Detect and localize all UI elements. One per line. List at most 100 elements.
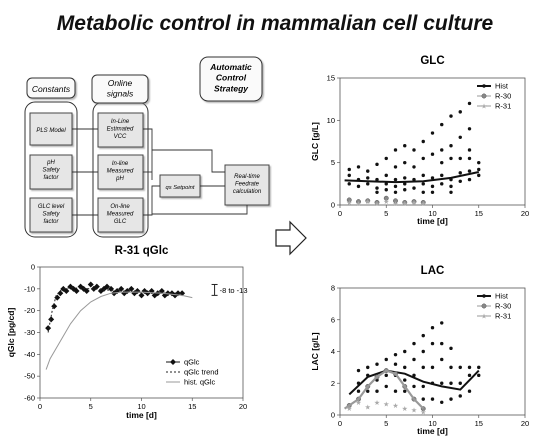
data-point bbox=[412, 186, 416, 190]
data-point bbox=[440, 400, 444, 404]
data-point bbox=[440, 182, 444, 186]
data-point bbox=[356, 165, 361, 169]
legend-marker bbox=[481, 93, 487, 99]
range-annotation: -8 to -13 bbox=[220, 286, 248, 295]
y-axis-label: qGlc [pg/cd] bbox=[6, 308, 16, 358]
transition-arrow-icon bbox=[275, 220, 307, 256]
data-point bbox=[384, 373, 388, 378]
y-tick-label: 0 bbox=[331, 201, 335, 210]
data-point bbox=[384, 357, 388, 362]
data-point bbox=[421, 156, 425, 161]
data-point bbox=[421, 182, 425, 186]
data-point bbox=[403, 389, 407, 393]
data-point bbox=[384, 156, 388, 161]
glc-safety-label: GLC level Safety factor bbox=[38, 204, 65, 225]
data-point bbox=[467, 127, 472, 131]
data-point bbox=[430, 341, 435, 346]
data-point bbox=[430, 325, 435, 330]
legend-label: Hist bbox=[495, 292, 509, 301]
chart-qglc: R-31 qGlc 0 5 10 15 20 0 -10 -20 -30 -40 -50 -60 time… bbox=[6, 245, 248, 420]
y-tick-label: -10 bbox=[24, 284, 35, 293]
data-point: ★ bbox=[346, 199, 352, 207]
feedrate-label: Real-time Feedrate calculation bbox=[233, 174, 262, 195]
data-point: ★ bbox=[374, 200, 380, 208]
y-tick-label: 10 bbox=[327, 116, 335, 125]
vcc-box bbox=[97, 112, 144, 148]
data-point bbox=[420, 200, 426, 205]
data-point bbox=[63, 288, 70, 295]
data-point bbox=[421, 190, 425, 194]
data-point bbox=[467, 365, 472, 370]
x-tick-label: 20 bbox=[521, 209, 529, 218]
data-point bbox=[449, 114, 453, 118]
data-point bbox=[383, 195, 389, 201]
legend-label: qGlc bbox=[184, 358, 200, 367]
data-point bbox=[421, 397, 425, 401]
data-point bbox=[477, 160, 481, 165]
chart-title: GLC bbox=[420, 55, 444, 67]
data-point bbox=[467, 169, 472, 173]
data-point bbox=[449, 184, 453, 189]
data-point bbox=[458, 365, 462, 370]
data-point: ★ bbox=[402, 405, 408, 413]
data-point bbox=[374, 200, 380, 205]
data-point bbox=[449, 397, 453, 401]
x-axis-label: time [d] bbox=[417, 216, 448, 226]
page-title: Metabolic control in mammalian cell cult… bbox=[56, 12, 494, 35]
data-point bbox=[440, 321, 444, 325]
y-tick-label: 2 bbox=[331, 379, 335, 388]
series-line bbox=[344, 171, 480, 184]
data-point bbox=[458, 110, 462, 114]
data-point bbox=[477, 373, 481, 378]
data-point bbox=[458, 135, 462, 139]
data-point bbox=[403, 160, 407, 165]
data-point bbox=[430, 176, 435, 180]
data-point bbox=[421, 384, 425, 389]
strategy-header-box bbox=[199, 56, 263, 102]
data-point bbox=[48, 316, 55, 323]
data-point bbox=[375, 162, 379, 167]
series-line bbox=[348, 369, 480, 396]
x-axis-label: time [d] bbox=[126, 410, 157, 420]
data-point bbox=[402, 200, 408, 205]
y-tick-label: 6 bbox=[331, 315, 335, 324]
data-point bbox=[393, 148, 398, 152]
data-point bbox=[440, 357, 444, 362]
data-point bbox=[403, 349, 407, 354]
y-tick-label: -40 bbox=[24, 350, 35, 359]
ph-label: In-line Measured pH bbox=[107, 161, 134, 182]
data-point bbox=[347, 182, 351, 186]
x-tick-label: 0 bbox=[338, 419, 342, 428]
legend-label: R-30 bbox=[495, 92, 511, 101]
glc-label: On-line Measured GLC bbox=[107, 204, 134, 225]
data-point: ★ bbox=[411, 407, 417, 415]
data-point bbox=[412, 341, 416, 346]
data-point bbox=[384, 182, 388, 186]
qs-setpoint-label: qs Setpoint bbox=[165, 185, 194, 191]
x-tick-label: 15 bbox=[475, 209, 483, 218]
ph-safety-label: pH Safety factor bbox=[42, 160, 60, 181]
data-point: ★ bbox=[383, 198, 389, 206]
data-point bbox=[103, 283, 110, 290]
data-point bbox=[403, 144, 407, 148]
vcc-label: In-Line Estimated VCC bbox=[107, 119, 134, 140]
online-header-box bbox=[91, 74, 149, 104]
data-point bbox=[393, 165, 398, 169]
online-header: Online signals bbox=[107, 78, 134, 99]
data-point bbox=[375, 190, 379, 194]
legend-label: qGlc trend bbox=[184, 368, 219, 377]
data-point bbox=[421, 139, 425, 144]
data-point bbox=[412, 165, 416, 169]
data-point bbox=[477, 167, 481, 172]
data-point bbox=[449, 365, 453, 370]
y-tick-label: 8 bbox=[331, 284, 335, 293]
y-tick-label: 15 bbox=[327, 74, 335, 83]
data-point bbox=[467, 101, 472, 106]
data-point bbox=[430, 190, 435, 194]
data-point bbox=[87, 281, 94, 288]
y-axis-label: GLC [g/L] bbox=[310, 122, 320, 161]
